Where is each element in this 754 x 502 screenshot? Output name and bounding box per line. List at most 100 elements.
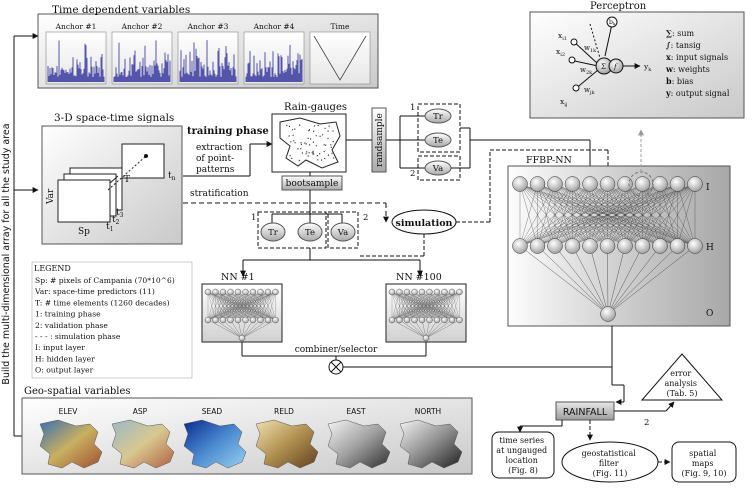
raingauge-dot [314,125,316,127]
raingauge-dot [297,148,299,150]
neuron [396,316,403,324]
raingauge-dot [306,151,308,153]
svg-text:yk: yk [643,62,652,73]
neuron [411,316,418,324]
svg-text:Te: Te [305,228,315,238]
time-dependent-panel: Time dependent variables Anchor #1 Anchor… [37,4,379,89]
raingauge-dot [309,144,311,146]
label-t2: t2 [112,215,120,226]
svg-text:Σ: Σ [601,63,606,71]
neuron [272,316,279,324]
neuron [426,288,433,296]
raingauge-dot [327,154,330,156]
raingauge-dot [332,141,334,143]
geo-map-title: RELD [274,407,294,416]
noisy-signal-chart-icon [179,40,237,82]
svg-text:2: 2 [410,169,415,179]
neuron [669,176,686,192]
raingauge-dot [286,124,288,127]
raingauge-dot [316,155,318,157]
neuron [564,238,581,254]
raingauge-dot [324,157,326,160]
geo-title: Geo-spatial variables [24,386,131,397]
raingauge-dot [304,142,306,144]
nn100-network-icon [388,288,463,342]
relief-distance-map-icon: RELD [255,407,319,469]
neuron [242,288,249,296]
raingauge-dot [315,145,317,147]
neuron [600,306,616,322]
neuron [418,316,426,324]
neuron [441,316,448,324]
neuron [204,288,212,296]
geo-panel: Geo-spatial variables ELEV ASP SEAD RELD EAS… [21,386,473,475]
neuron [249,288,257,296]
raingauge-dot [332,130,334,132]
neuron [227,288,234,296]
chart-1: Anchor #1 [45,22,107,85]
ffbp-label-h: H [706,243,714,253]
geo-map-title: SEAD [202,407,223,416]
chart-title: Anchor #4 [253,22,295,31]
raingauge-dot [331,152,333,154]
raingauge-dot [321,159,323,161]
raingauge-dot [308,129,311,131]
legend-item: Sp: # pixels of Campania (70*10^6) [35,276,175,285]
raingauge-dot [312,141,314,143]
chart-title: Anchor #2 [121,22,163,31]
neuron [433,316,441,324]
neuron [564,176,581,192]
top-sets-group: 1 2 Tr Te Va [399,103,471,181]
neuron [264,316,272,324]
perceptron-title: Perceptron [590,1,647,12]
raingauge-dot [323,144,325,146]
legend-item: Var: space-time predictors (11) [34,287,155,296]
neuron [512,176,528,192]
chart-title: Anchor #1 [55,22,97,31]
geo-map-title: EAST [346,407,366,416]
raingauge-dot [301,152,303,154]
legend-item: H: hidden layer [35,354,95,363]
neuron [582,238,598,254]
perceptron-legend-item: ∫: tansig [666,40,701,50]
neuron [219,316,227,324]
raingauge-dot [294,128,296,130]
raingauge-dot [330,146,332,148]
geo-map-title: ASP [133,407,148,416]
ffbp-network-icon [512,176,703,322]
raingauge-dot [327,137,329,139]
raingauge-dot [311,152,313,154]
error-analysis-node: error analysis (Tab. 5) [640,353,724,401]
svg-text:bk: bk [609,19,616,26]
neuron [634,238,651,254]
neuron [582,176,598,192]
raingauge-dot [300,143,302,145]
neuron [264,288,272,296]
neuron [547,176,563,192]
raingauge-dot [313,130,315,132]
neuron [426,316,433,324]
raingauge-dot [298,159,300,161]
legend-item: T: # time elements (1260 decades) [35,298,170,307]
svg-text:Tr: Tr [433,112,444,122]
chart-5: Time [309,22,371,85]
raingauge-dot [292,134,294,136]
svg-text:error analysis (Ta: error analysis (Tab. 5) [664,369,699,398]
neuron [448,316,456,324]
raingauge-dot [333,157,335,159]
raingauge-dot [305,143,307,145]
neuron [433,288,441,296]
neuron [411,288,418,296]
neuron [669,238,686,254]
neuron [403,316,411,324]
svg-text:Te: Te [433,136,443,146]
stratification-label: stratification [190,189,249,199]
perceptron-legend-item: y: output signal [665,88,730,98]
raingauges-title: Rain-gauges [284,102,347,113]
neuron [456,288,463,296]
label-t3: t3 [116,208,124,219]
neuron [238,334,246,342]
raingauge-dot [328,125,330,127]
raingauge-dot [299,124,301,126]
